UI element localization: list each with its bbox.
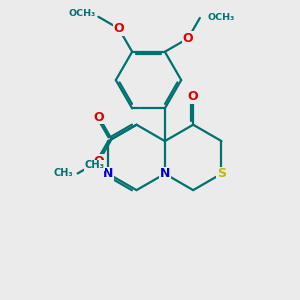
Text: S: S [217,167,226,180]
Text: O: O [113,22,124,35]
Text: O: O [183,32,194,45]
Text: CH₃: CH₃ [84,160,104,170]
Text: N: N [160,167,170,180]
Text: N: N [103,167,113,180]
Text: OCH₃: OCH₃ [68,9,95,18]
Text: O: O [94,155,104,168]
Text: OCH₃: OCH₃ [207,14,235,22]
Text: O: O [188,90,199,104]
Text: O: O [94,110,104,124]
Text: CH₃: CH₃ [54,169,73,178]
